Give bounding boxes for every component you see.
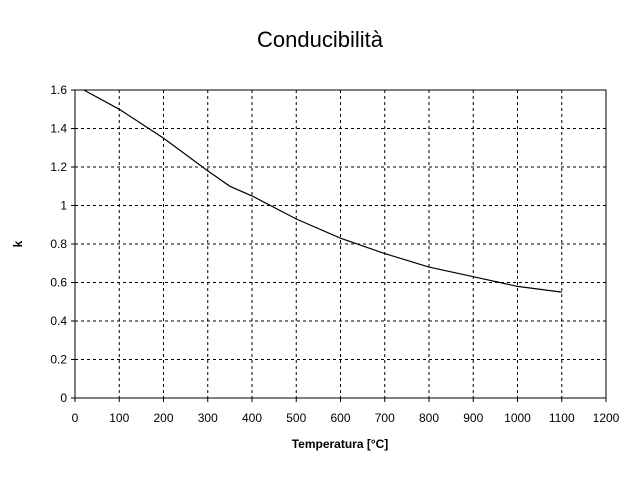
x-tick-label: 200 [153, 411, 173, 425]
x-tick-label: 900 [463, 411, 483, 425]
y-tick-label: 0.6 [50, 276, 67, 290]
x-tick-label: 400 [242, 411, 262, 425]
x-tick-label: 800 [419, 411, 439, 425]
x-axis-label: Temperatura [°C] [292, 437, 389, 451]
series-line-0 [83, 89, 562, 293]
x-tick-label: 1100 [549, 411, 575, 425]
y-axis: 0 0.2 0.4 0.6 0.8 1 1.2 1.4 1.6 [50, 83, 75, 405]
chart-title: Conducibilità [257, 27, 384, 52]
x-tick-label: 500 [286, 411, 306, 425]
y-tick-label: 1 [60, 199, 67, 213]
y-tick-label: 1.2 [50, 160, 67, 174]
grid [75, 90, 606, 398]
x-tick-label: 300 [198, 411, 218, 425]
y-tick-label: 1.6 [50, 83, 67, 97]
x-tick-label: 700 [375, 411, 395, 425]
y-tick-label: 0 [60, 391, 67, 405]
y-tick-label: 0.4 [50, 314, 67, 328]
x-tick-label: 600 [330, 411, 350, 425]
x-tick-label: 1000 [504, 411, 531, 425]
y-tick-label: 0.2 [50, 353, 67, 367]
x-tick-label: 0 [72, 411, 79, 425]
series-layer [83, 89, 562, 293]
x-tick-label: 100 [109, 411, 129, 425]
x-tick-label: 1200 [593, 411, 620, 425]
x-axis: 0 100 200 300 400 500 600 700 800 900 1000 1100 1200 [72, 398, 620, 425]
y-tick-label: 0.8 [50, 237, 67, 251]
y-tick-label: 1.4 [50, 122, 67, 136]
y-axis-label: k [11, 240, 25, 247]
